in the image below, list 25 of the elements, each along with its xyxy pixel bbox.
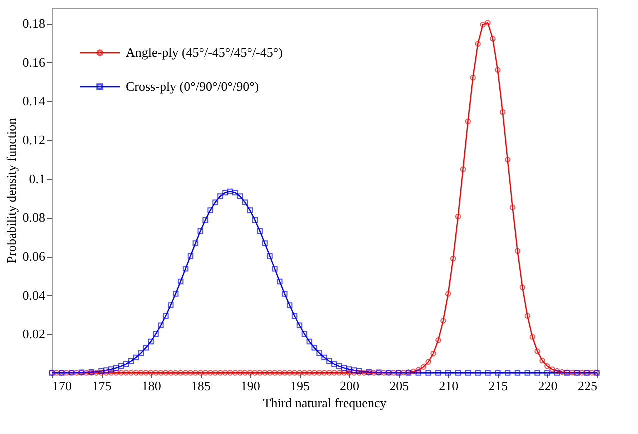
y-tick-label: 0.14 <box>22 94 46 109</box>
x-tick-label: 185 <box>191 378 211 394</box>
x-tick-label: 210 <box>439 378 459 394</box>
x-tick-label: 200 <box>340 378 360 394</box>
x-tick-label: 225 <box>578 378 598 394</box>
y-axis-title: Probability density function <box>4 118 19 264</box>
x-axis-title: Third natural frequency <box>263 396 388 410</box>
y-tick-label: 0.04 <box>22 288 46 303</box>
x-tick-label: 195 <box>290 378 310 394</box>
y-tick-label: 0.18 <box>22 16 46 32</box>
x-tick-label: 190 <box>240 378 260 394</box>
x-tick-label: 180 <box>142 378 162 394</box>
x-tick-label: 175 <box>92 378 112 394</box>
x-tick-label: 170 <box>52 378 72 394</box>
y-tick-label: 0.06 <box>22 249 46 264</box>
legend-label: Cross-ply (0°/90°/0°/90°) <box>126 79 260 94</box>
y-tick-label: 0.02 <box>22 326 46 342</box>
y-tick-label: 0.1 <box>29 171 46 186</box>
x-tick-label: 220 <box>538 378 558 394</box>
x-tick-label: 215 <box>488 378 508 394</box>
y-tick-label: 0.16 <box>22 54 46 70</box>
y-tick-label: 0.08 <box>22 210 46 226</box>
y-tick-label: 0.12 <box>22 132 46 148</box>
legend-label: Angle-ply (45°/-45°/45°/-45°) <box>126 45 283 60</box>
x-tick-label: 205 <box>390 378 410 394</box>
